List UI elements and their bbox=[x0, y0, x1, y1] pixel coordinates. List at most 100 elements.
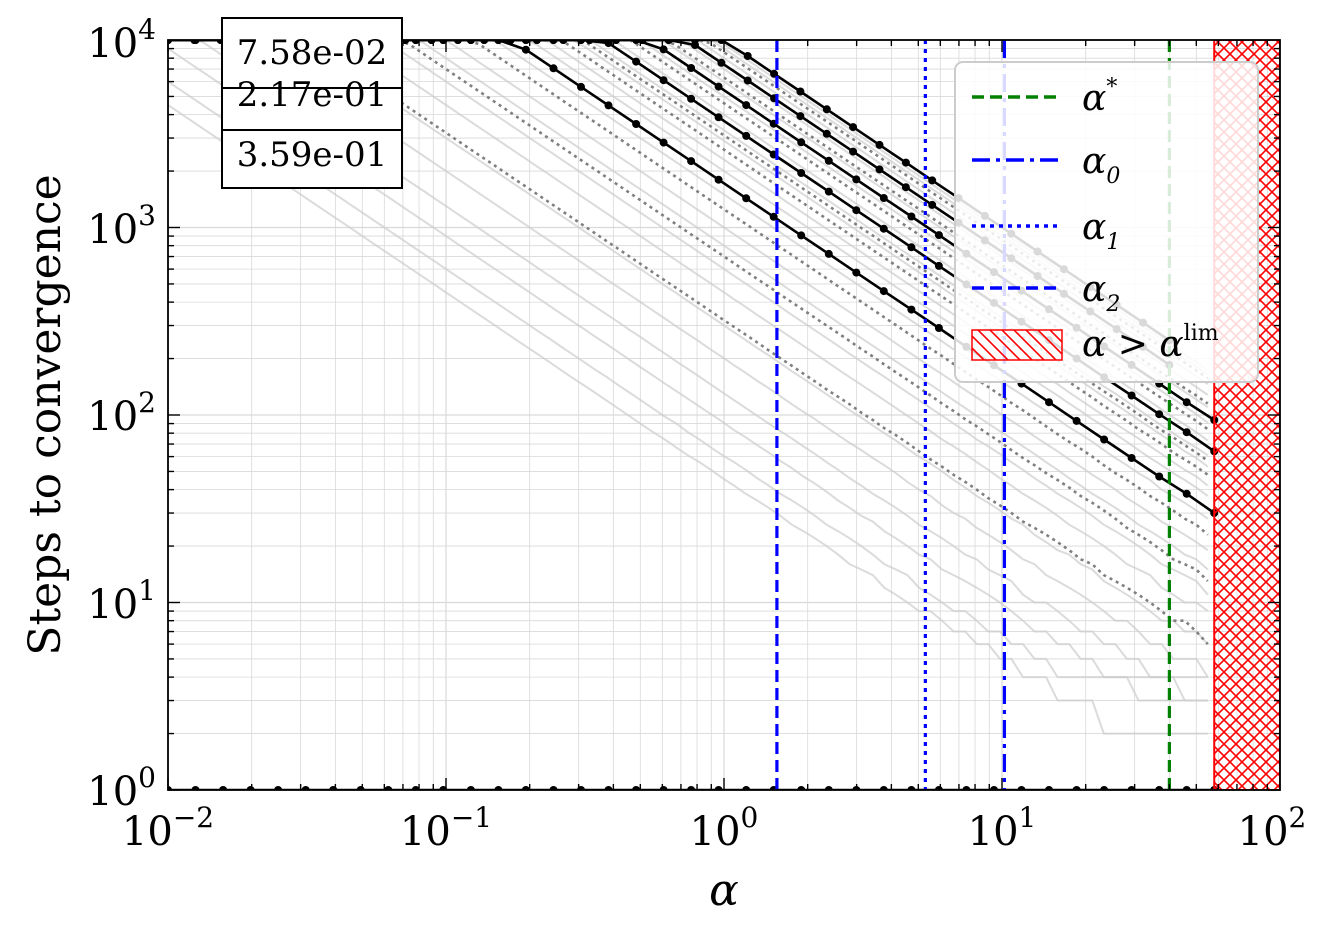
series-marker bbox=[632, 120, 641, 128]
series-marker bbox=[990, 786, 998, 790]
series-marker bbox=[521, 40, 530, 44]
series-marker bbox=[691, 41, 699, 49]
series-marker bbox=[714, 82, 723, 91]
series-marker bbox=[466, 40, 475, 44]
series-marker bbox=[879, 194, 888, 202]
series-marker bbox=[901, 183, 910, 192]
series-marker bbox=[797, 231, 806, 240]
series-marker bbox=[824, 249, 833, 258]
series-marker bbox=[934, 324, 943, 332]
series-marker bbox=[714, 175, 723, 184]
y-tick-base: 10 bbox=[87, 207, 138, 253]
series-marker bbox=[301, 786, 310, 790]
faint-series-line bbox=[168, 80, 1208, 679]
series-marker bbox=[411, 40, 420, 44]
x-tick-label: 102 bbox=[1238, 801, 1307, 855]
dotted-series-line bbox=[168, 40, 1209, 645]
legend-label-alpha-0: α0 bbox=[1082, 141, 1120, 189]
series-marker bbox=[659, 76, 668, 85]
legend-label-alpha-1: α1 bbox=[1082, 207, 1120, 255]
y-tick-exp: 0 bbox=[138, 761, 156, 794]
x-tick-exp: 0 bbox=[741, 801, 759, 834]
x-tick-base: 10 bbox=[1238, 809, 1289, 855]
series-marker bbox=[907, 305, 916, 314]
series-marker bbox=[687, 94, 696, 103]
series-marker bbox=[549, 40, 558, 44]
series-marker bbox=[1155, 410, 1164, 419]
series-marker bbox=[219, 786, 228, 790]
series-marker bbox=[1045, 398, 1053, 407]
series-marker bbox=[687, 64, 696, 72]
series-marker bbox=[1072, 416, 1081, 425]
series-marker bbox=[714, 786, 723, 790]
y-tick-label: 104 bbox=[87, 13, 156, 67]
value-labels-box: 7.58e-02 2.17e-01 3.59e-01 bbox=[221, 17, 403, 189]
series-marker bbox=[824, 187, 833, 196]
legend-label-text: α bbox=[1082, 141, 1106, 182]
series-marker bbox=[928, 200, 937, 209]
series-marker bbox=[604, 786, 613, 790]
series-marker bbox=[962, 786, 971, 790]
legend-label-text: α bbox=[1082, 269, 1106, 310]
series-marker bbox=[934, 231, 943, 240]
series-marker bbox=[742, 786, 751, 790]
series-marker bbox=[849, 147, 858, 156]
series-marker bbox=[875, 165, 884, 174]
series-marker bbox=[604, 40, 613, 48]
series-marker bbox=[1072, 786, 1081, 790]
y-tick-exp: 3 bbox=[138, 199, 156, 232]
series-marker bbox=[577, 82, 585, 91]
value-label-1: 7.58e-02 bbox=[237, 33, 388, 73]
x-axis-title: α bbox=[709, 865, 739, 916]
series-marker bbox=[1127, 454, 1136, 462]
series-marker bbox=[439, 40, 448, 44]
series-marker bbox=[742, 194, 751, 203]
series-marker bbox=[191, 40, 200, 44]
series-marker bbox=[796, 87, 805, 96]
series-marker bbox=[743, 76, 752, 85]
series-marker bbox=[1182, 786, 1191, 790]
series-marker bbox=[742, 101, 751, 110]
series-marker bbox=[384, 786, 393, 790]
series-marker bbox=[659, 786, 668, 790]
series-marker bbox=[824, 786, 833, 790]
series-marker bbox=[1182, 489, 1191, 498]
series-marker bbox=[1182, 398, 1191, 407]
dotted-series-line bbox=[168, 40, 1209, 583]
series-marker bbox=[664, 40, 673, 44]
legend-label-alpha-2: α2 bbox=[1082, 269, 1120, 317]
series-marker bbox=[687, 786, 696, 790]
series-marker bbox=[879, 224, 888, 233]
series-marker bbox=[1182, 428, 1191, 437]
series-marker bbox=[743, 52, 752, 60]
y-tick-exp: 2 bbox=[138, 386, 156, 419]
series-marker bbox=[632, 40, 641, 44]
value-label-2: 2.17e-01 bbox=[237, 75, 388, 115]
x-tick-label: 101 bbox=[968, 801, 1037, 855]
series-marker bbox=[439, 786, 448, 790]
legend-frame bbox=[954, 61, 1259, 383]
value-label-box-1 bbox=[221, 17, 403, 89]
series-marker bbox=[411, 786, 420, 790]
faint-series-line bbox=[168, 40, 1209, 571]
x-tick-label: 100 bbox=[690, 801, 759, 855]
series-marker bbox=[822, 105, 831, 114]
series-marker bbox=[521, 786, 530, 790]
legend-label-text: α bbox=[1082, 207, 1106, 248]
series-marker bbox=[632, 57, 641, 66]
legend-label-sup: * bbox=[1106, 75, 1117, 100]
x-tick-exp: −1 bbox=[451, 801, 492, 834]
series-marker bbox=[1155, 472, 1164, 481]
legend-label-sub: 0 bbox=[1106, 164, 1120, 189]
series-marker bbox=[191, 786, 200, 790]
y-tick-label: 100 bbox=[87, 761, 156, 815]
series-marker bbox=[797, 786, 806, 790]
x-tick-exp: 2 bbox=[1289, 801, 1307, 834]
y-tick-base: 10 bbox=[87, 769, 138, 815]
series-marker bbox=[769, 212, 778, 221]
series-marker bbox=[797, 138, 806, 147]
series-marker bbox=[1100, 435, 1109, 444]
faint-series-line bbox=[168, 104, 1208, 735]
x-tick-base: 10 bbox=[122, 809, 173, 855]
